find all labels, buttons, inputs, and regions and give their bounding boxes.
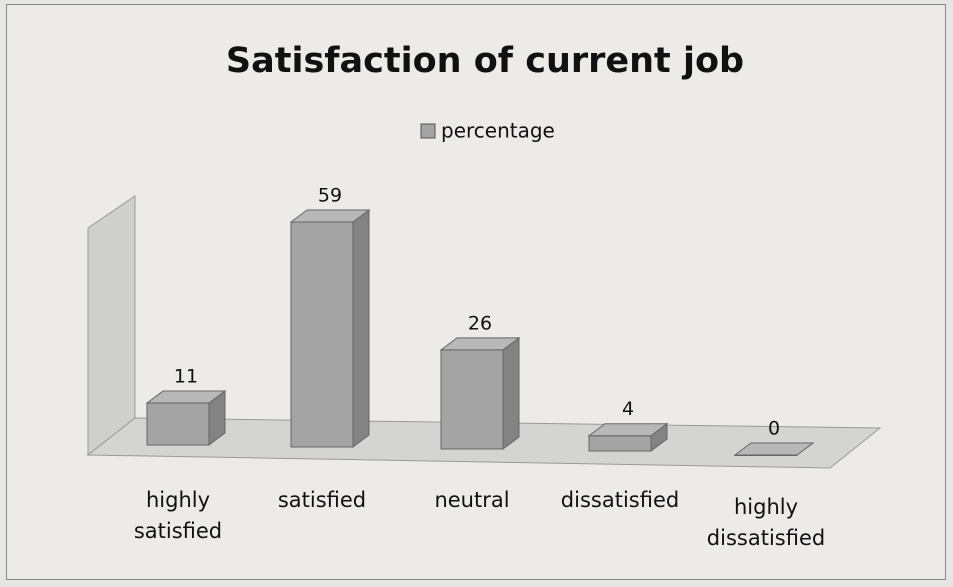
x-tick-label: highly dissatisfied <box>706 495 826 550</box>
x-tick-label: neutral <box>434 488 510 512</box>
bar <box>290 221 354 448</box>
x-tick-label: satisfied <box>277 488 367 512</box>
bar-side <box>502 336 520 450</box>
chart-title: Satisfaction of current job <box>226 41 744 81</box>
chart-frame <box>6 4 946 580</box>
data-label: 4 <box>622 398 634 420</box>
bar-top <box>587 423 669 437</box>
data-label: 0 <box>768 418 780 440</box>
bar-top <box>439 337 521 351</box>
bar <box>440 349 504 450</box>
bar-top <box>145 390 227 404</box>
data-label: 59 <box>318 185 342 207</box>
bar-top <box>733 442 815 456</box>
legend-label: percentage <box>441 119 555 143</box>
legend-swatch <box>420 123 436 139</box>
bar-top <box>289 209 371 223</box>
bar <box>588 435 652 452</box>
x-tick-label: highly satisfied <box>133 488 223 543</box>
bar <box>146 402 210 446</box>
bar-side <box>352 209 370 448</box>
data-label: 11 <box>174 366 198 388</box>
back-wall <box>87 195 136 457</box>
x-tick-label: dissatisfied <box>560 488 680 512</box>
data-label: 26 <box>468 312 492 334</box>
